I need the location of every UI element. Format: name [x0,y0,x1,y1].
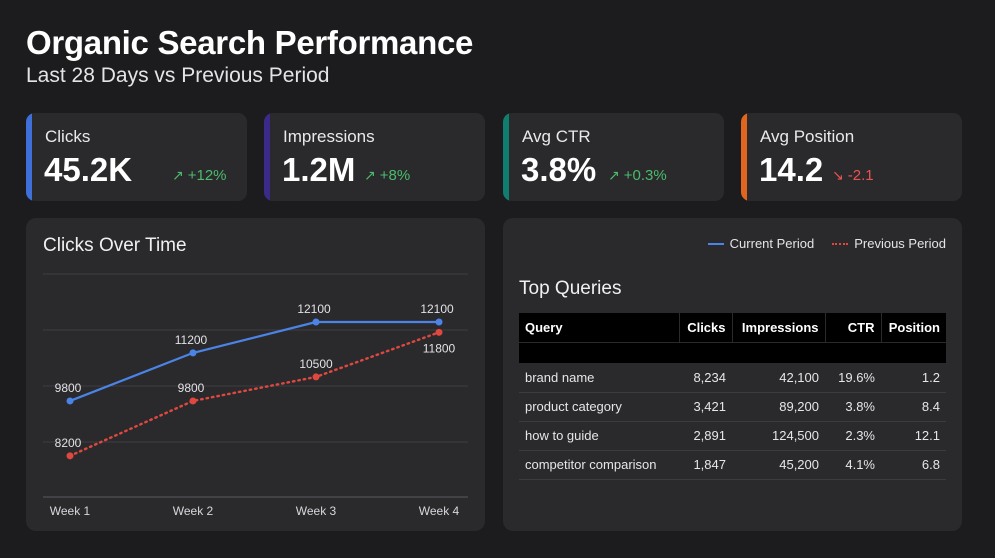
cell-ctr: 4.1% [825,450,881,480]
kpi-delta: ↗ +8% [364,167,410,184]
current-period-point [189,349,197,357]
previous-period-point [66,452,74,460]
cell-clicks: 2,891 [679,421,732,451]
cell-query: product category [519,392,679,422]
previous-period-point [312,373,320,381]
table-row[interactable]: brand name 8,234 42,100 19.6% 1.2 [519,363,946,393]
arrow-down-right-icon: ↘ [832,167,844,183]
kpi-card-clicks[interactable]: Clicks 45.2K ↗ +12% [26,113,247,201]
cell-impressions: 89,200 [732,392,825,422]
cell-ctr: 2.3% [825,421,881,451]
x-tick-label: Week 1 [50,504,91,518]
column-header-query[interactable]: Query [519,313,680,342]
chart-legend: Current Period Previous Period [690,236,946,251]
kpi-delta-value: +0.3% [623,167,667,184]
table-row[interactable]: how to guide 2,891 124,500 2.3% 12.1 [519,421,946,451]
current-period-point [312,318,320,326]
kpi-card-impressions[interactable]: Impressions 1.2M ↗ +8% [264,113,485,201]
kpi-delta-value: -2.1 [847,167,874,184]
data-label: 9800 [55,381,82,395]
cell-impressions: 45,200 [732,450,825,480]
cell-position: 6.8 [881,450,946,480]
previous-period-line [68,331,441,458]
previous-period-point [189,397,197,405]
cell-position: 12.1 [881,421,946,451]
top-queries-panel: Current Period Previous Period Top Queri… [503,218,962,531]
page-subtitle: Last 28 Days vs Previous Period [26,64,330,87]
page-title: Organic Search Performance [26,24,474,61]
table-spacer-row [519,341,946,363]
data-label: 10500 [299,357,333,371]
top-queries-table: Query Clicks Impressions CTR Position br… [519,313,946,480]
data-label: 11200 [175,333,208,347]
cell-clicks: 3,421 [679,392,732,422]
kpi-accent-bar [26,113,32,201]
table-row[interactable]: competitor comparison 1,847 45,200 4.1% … [519,450,946,480]
kpi-delta: ↘ -2.1 [832,167,874,184]
kpi-label: Clicks [45,127,91,146]
cell-impressions: 124,500 [732,421,825,451]
arrow-up-right-icon: ↗ [364,167,376,183]
legend-swatch-solid [707,242,724,245]
cell-position: 8.4 [881,392,946,422]
legend-label: Previous Period [854,236,946,251]
kpi-accent-bar [741,113,747,201]
kpi-delta: ↗ +0.3% [608,167,667,184]
cell-query: brand name [519,363,679,393]
x-tick-label: Week 3 [296,504,337,518]
top-queries-title: Top Queries [519,278,622,299]
arrow-up-right-icon: ↗ [608,167,620,183]
chart-title: Clicks Over Time [43,235,187,256]
kpi-label: Avg Position [760,127,855,146]
kpi-delta-value: +8% [379,167,411,184]
cell-ctr: 19.6% [825,363,881,393]
cell-position: 1.2 [881,363,946,393]
column-header-position[interactable]: Position [888,319,940,335]
cell-query: how to guide [519,421,679,451]
cell-impressions: 42,100 [732,363,825,393]
kpi-value: 1.2M [282,151,356,188]
table-header-row: Query Clicks Impressions CTR Position [519,313,946,342]
clicks-chart-panel: Clicks Over Time Week 1 Week 2 Week 3 Week … [26,218,485,531]
current-period-line [68,320,441,403]
kpi-value: 45.2K [44,151,133,188]
kpi-card-avg-ctr[interactable]: Avg CTR 3.8% ↗ +0.3% [503,113,724,201]
current-period-point [435,318,443,326]
data-label: 12100 [297,302,331,316]
table-row[interactable]: product category 3,421 89,200 3.8% 8.4 [519,392,946,422]
legend-item-current[interactable]: Current Period [707,236,815,251]
column-header-impressions[interactable]: Impressions [732,313,826,342]
kpi-value: 3.8% [521,151,597,188]
kpi-accent-bar [264,113,270,201]
kpi-label: Avg CTR [522,127,591,146]
cell-ctr: 3.8% [825,392,881,422]
x-tick-label: Week 4 [419,504,460,518]
data-label: 9800 [178,381,205,395]
legend-label: Current Period [729,236,815,251]
kpi-accent-bar [503,113,509,201]
arrow-up-right-icon: ↗ [172,167,184,183]
data-label: 11800 [423,341,456,355]
cell-clicks: 8,234 [679,363,732,393]
column-header-clicks[interactable]: Clicks [679,313,733,342]
current-period-point [66,397,74,405]
cell-clicks: 1,847 [679,450,732,480]
column-header-ctr[interactable]: CTR [825,313,882,342]
clicks-line-chart: Week 1 Week 2 Week 3 Week 4 9800 11200 12100 12… [43,273,468,518]
legend-swatch-dotted [832,242,849,245]
kpi-value: 14.2 [759,151,824,188]
kpi-delta-value: +12% [187,167,227,184]
legend-item-previous[interactable]: Previous Period [832,236,946,251]
x-tick-label: Week 2 [173,504,214,518]
data-label: 12100 [420,302,454,316]
previous-period-point [435,328,443,336]
kpi-card-avg-position[interactable]: Avg Position 14.2 ↘ -2.1 [741,113,962,201]
cell-query: competitor comparison [519,450,679,480]
kpi-label: Impressions [283,127,375,146]
data-label: 8200 [55,436,82,450]
kpi-delta: ↗ +12% [172,167,227,184]
